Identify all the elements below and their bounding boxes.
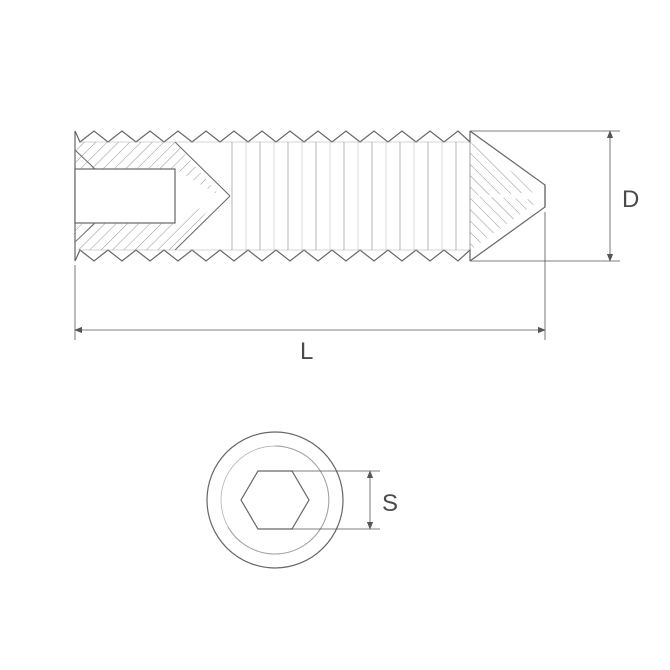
drawing-svg: [0, 0, 670, 670]
label-d: D: [622, 186, 639, 214]
dimension-s: [292, 471, 380, 529]
technical-drawing: L D S: [0, 0, 670, 670]
end-view: [207, 432, 343, 568]
label-l: L: [300, 338, 313, 366]
side-view: [75, 131, 545, 261]
label-s: S: [382, 490, 398, 518]
